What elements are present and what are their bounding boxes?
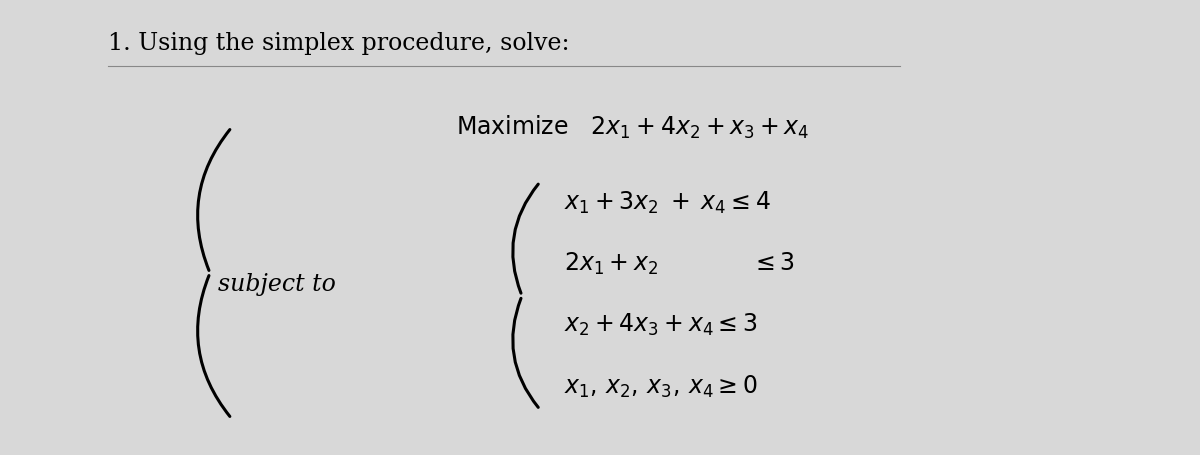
Text: $2x_1 + x_2 \qquad\qquad \leq 3$: $2x_1 + x_2 \qquad\qquad \leq 3$ bbox=[564, 251, 794, 277]
Text: $\text{Maximize} \quad 2x_1 + 4x_2 + x_3 + x_4$: $\text{Maximize} \quad 2x_1 + 4x_2 + x_3… bbox=[456, 114, 809, 141]
Text: $x_1,\, x_2,\, x_3,\, x_4 \geq 0$: $x_1,\, x_2,\, x_3,\, x_4 \geq 0$ bbox=[564, 374, 757, 400]
Text: 1. Using the simplex procedure, solve:: 1. Using the simplex procedure, solve: bbox=[108, 32, 570, 55]
Text: subject to: subject to bbox=[218, 273, 336, 296]
Text: $x_2 + 4x_3 + x_4 \leq 3$: $x_2 + 4x_3 + x_4 \leq 3$ bbox=[564, 312, 757, 339]
Text: $x_1 + 3x_2 \; + \; x_4 \leq 4$: $x_1 + 3x_2 \; + \; x_4 \leq 4$ bbox=[564, 189, 770, 216]
